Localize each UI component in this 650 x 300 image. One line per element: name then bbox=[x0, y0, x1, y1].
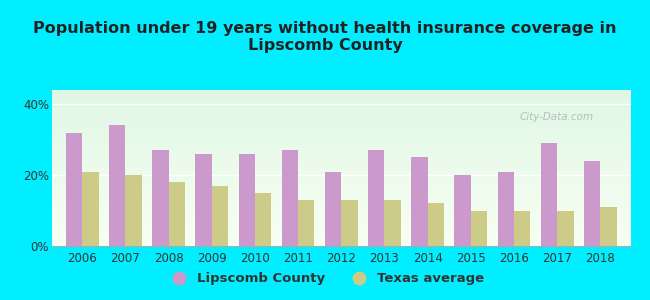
Bar bbox=[325, 172, 341, 246]
Bar bbox=[514, 211, 530, 246]
Bar bbox=[212, 186, 228, 246]
Bar bbox=[82, 172, 99, 246]
Bar bbox=[584, 161, 601, 246]
Bar bbox=[298, 200, 315, 246]
Bar bbox=[196, 154, 212, 246]
Bar bbox=[601, 207, 617, 246]
Bar bbox=[255, 193, 271, 246]
Bar bbox=[454, 175, 471, 246]
Bar bbox=[239, 154, 255, 246]
Bar bbox=[368, 150, 384, 246]
Bar bbox=[541, 143, 557, 246]
Bar bbox=[497, 172, 514, 246]
Bar bbox=[125, 175, 142, 246]
Bar bbox=[428, 203, 444, 246]
Bar bbox=[281, 150, 298, 246]
Legend: Lipscomb County, Texas average: Lipscomb County, Texas average bbox=[161, 267, 489, 290]
Bar bbox=[152, 150, 168, 246]
Bar bbox=[341, 200, 358, 246]
Bar bbox=[471, 211, 487, 246]
Bar bbox=[557, 211, 573, 246]
Bar bbox=[411, 158, 428, 246]
Bar bbox=[109, 125, 125, 246]
Text: Population under 19 years without health insurance coverage in
Lipscomb County: Population under 19 years without health… bbox=[33, 21, 617, 53]
Bar bbox=[66, 133, 82, 246]
Text: City-Data.com: City-Data.com bbox=[520, 112, 594, 122]
Bar bbox=[384, 200, 401, 246]
Bar bbox=[168, 182, 185, 246]
